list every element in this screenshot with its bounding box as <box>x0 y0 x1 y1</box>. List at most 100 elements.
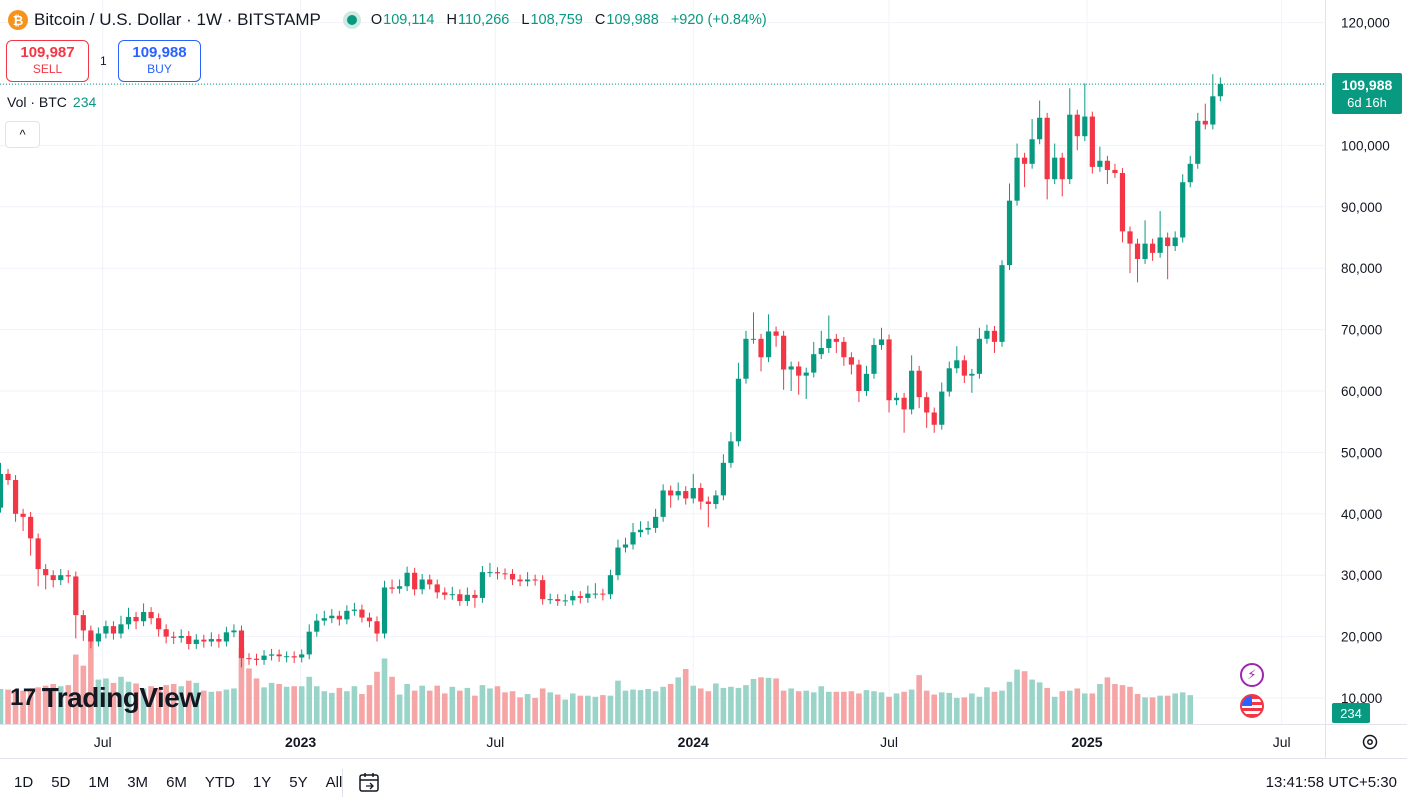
us-flag-icon[interactable] <box>1240 694 1264 718</box>
clock-timezone[interactable]: 13:41:58 UTC+5:30 <box>1265 774 1397 791</box>
volume-bar <box>389 676 395 724</box>
range-button-5y[interactable]: 5Y <box>289 774 308 791</box>
volume-bar <box>637 690 644 724</box>
candle-body <box>427 579 433 585</box>
range-button-all[interactable]: All <box>325 774 343 791</box>
volume-bar <box>185 680 192 724</box>
range-button-5d[interactable]: 5D <box>51 774 71 791</box>
candle-body <box>140 612 147 622</box>
candle-body <box>1059 157 1065 180</box>
candle-body <box>803 372 809 376</box>
range-button-1y[interactable]: 1Y <box>252 774 272 791</box>
volume-legend[interactable]: Vol · BTC 234 <box>7 94 96 110</box>
candle-body <box>607 575 614 595</box>
volume-bar <box>780 690 787 724</box>
candle-body <box>1172 237 1178 247</box>
volume-bar <box>42 685 49 724</box>
high-value: 110,266 <box>457 12 510 28</box>
candle-body <box>73 576 79 616</box>
volume-bar <box>73 654 79 724</box>
candle-body <box>1187 163 1193 183</box>
candle-body <box>1149 243 1156 253</box>
candle-body <box>984 330 990 339</box>
range-button-1m[interactable]: 1M <box>88 774 110 791</box>
candle-body <box>344 610 350 620</box>
volume-bar <box>366 685 373 724</box>
symbol-title[interactable]: Bitcoin / U.S. Dollar · 1W · BITSTAMP <box>34 10 321 29</box>
candlestick-chart[interactable]: 10,000 20,000 30,000 40,000 50,000 60,000 70,0… <box>0 0 1407 758</box>
y-tick-label: 10,000 <box>1341 691 1382 706</box>
volume-bar <box>336 687 343 724</box>
candle-body <box>555 599 561 601</box>
volume-bar <box>95 679 102 724</box>
candle-body <box>1021 157 1028 164</box>
volume-bar <box>321 691 328 724</box>
volume-bar <box>20 690 26 724</box>
candle-body <box>1089 116 1095 167</box>
volume-bar <box>1036 682 1043 724</box>
collapse-legend-button[interactable]: ^ <box>5 121 40 148</box>
calendar-goto-date-icon[interactable] <box>358 771 380 793</box>
candle-body <box>434 584 440 593</box>
candle-body <box>796 366 802 376</box>
buy-button[interactable]: 109,988 BUY <box>118 40 201 82</box>
candle-body <box>728 441 734 463</box>
candle-body <box>954 360 960 369</box>
candle-body <box>592 593 598 595</box>
candle-body <box>457 594 463 601</box>
candle-body <box>299 654 305 658</box>
volume-bar <box>125 681 132 724</box>
volume-bar <box>1134 694 1141 724</box>
symbol-header[interactable]: ₿ Bitcoin / U.S. Dollar · 1W · BITSTAMP … <box>8 8 775 32</box>
volume-bar <box>1119 685 1126 724</box>
candle-body <box>1044 117 1050 180</box>
bitcoin-logo-icon: ₿ <box>8 10 28 30</box>
sell-button[interactable]: 109,987 SELL <box>6 40 89 82</box>
volume-bar <box>848 691 855 724</box>
candle-body <box>999 265 1005 342</box>
candle-body <box>939 391 945 425</box>
tradingview-logo[interactable]: 17 TradingView <box>10 682 201 713</box>
candle-body <box>1127 231 1133 244</box>
volume-bar <box>298 686 305 724</box>
range-button-6m[interactable]: 6M <box>166 774 187 791</box>
volume-bar <box>110 682 117 724</box>
bottom-toolbar: 1D 5D 1M 3M 6M YTD 1Y 5Y All 13:41:58 UTC+5:30 <box>0 758 1407 807</box>
volume-bar <box>434 685 441 724</box>
candle-body <box>570 596 576 601</box>
candle-body <box>720 462 726 496</box>
volume-bar <box>743 685 749 724</box>
volume-bar <box>554 694 561 724</box>
lightning-icon[interactable]: ⚡ <box>1240 663 1264 687</box>
candle-body <box>698 488 704 502</box>
candle-body <box>238 630 245 659</box>
candle-body <box>1202 120 1208 125</box>
volume-bar <box>479 685 486 724</box>
candle-body <box>1142 243 1148 259</box>
volume-bar <box>351 686 358 724</box>
range-button-3m[interactable]: 3M <box>127 774 149 791</box>
volume-bar <box>231 688 237 724</box>
candle-body <box>893 397 900 401</box>
range-button-1d[interactable]: 1D <box>14 774 34 791</box>
candle-body <box>381 587 388 634</box>
last-price-value: 109,988 <box>1341 76 1393 93</box>
volume-bar <box>1104 677 1111 724</box>
candle-body <box>976 338 982 374</box>
candle-body <box>359 609 365 618</box>
volume-bar <box>577 695 584 724</box>
candle-body <box>449 594 455 596</box>
y-tick-label: 40,000 <box>1341 507 1382 522</box>
tradingview-mark-icon: 17 <box>10 684 36 711</box>
volume-bar <box>660 686 666 724</box>
y-tick-label: 120,000 <box>1341 16 1390 31</box>
candle-body <box>65 575 71 577</box>
volume-bar <box>547 692 553 724</box>
volume-bar <box>359 694 365 724</box>
settings-gear-icon[interactable] <box>1360 732 1380 752</box>
range-button-ytd[interactable]: YTD <box>204 774 235 791</box>
candle-body <box>856 364 862 391</box>
volume-bar <box>1066 690 1073 724</box>
candle-body <box>253 658 260 660</box>
x-tick-label: Jul <box>94 734 112 750</box>
